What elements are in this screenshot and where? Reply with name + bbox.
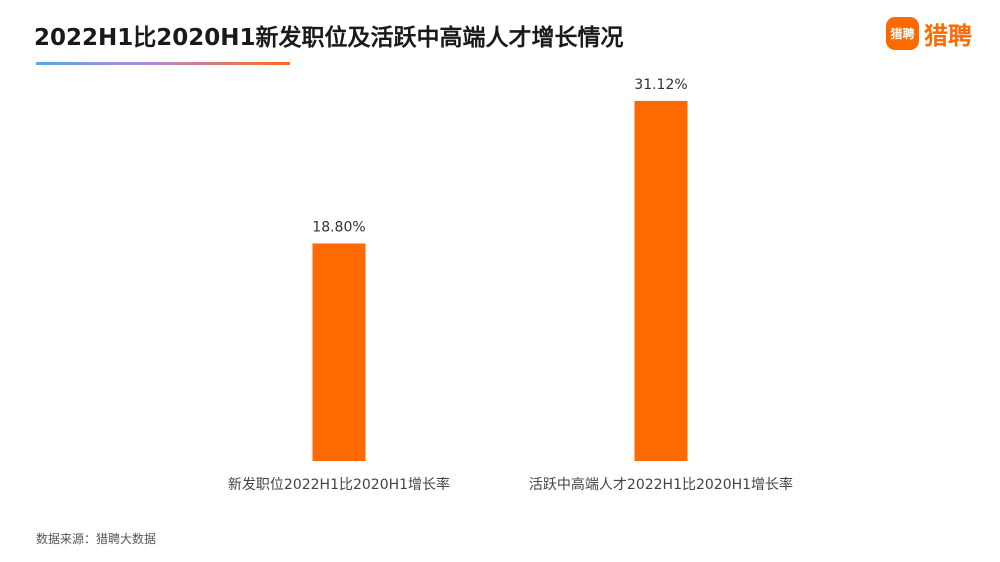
liepin-logo: 猎聘 猎聘	[886, 16, 972, 51]
data-label-2: 31.12%	[634, 77, 687, 93]
bar-2	[634, 100, 688, 461]
logo-badge-text: 猎聘	[890, 27, 915, 41]
category-label-2: 活跃中高端人才2022H1比2020H1增长率	[529, 476, 793, 493]
data-label-1: 18.80%	[312, 219, 365, 235]
logo-badge-icon: 猎聘	[886, 17, 919, 50]
logo-text: 猎聘	[924, 22, 972, 50]
title-underline	[36, 62, 290, 65]
data-source: 数据来源：猎聘大数据	[36, 532, 157, 546]
bar-1	[312, 243, 366, 461]
chart-title: 2022H1比2020H1新发职位及活跃中高端人才增长情况	[34, 25, 624, 51]
category-label-1: 新发职位2022H1比2020H1增长率	[228, 476, 450, 493]
